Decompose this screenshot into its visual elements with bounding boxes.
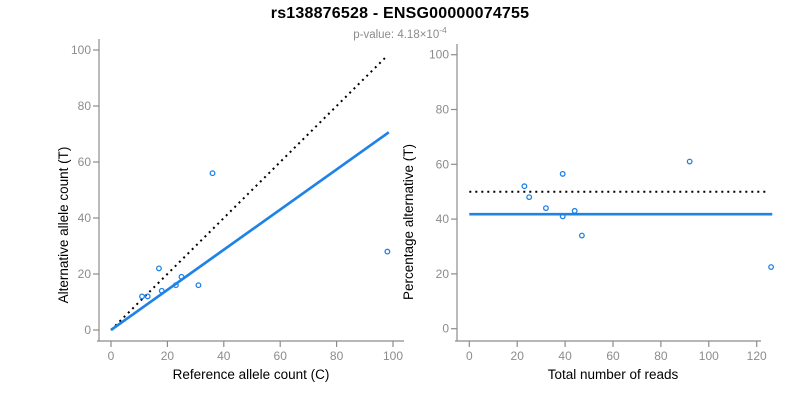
x-tick-label: 0 [466, 349, 473, 363]
data-point [686, 158, 693, 165]
chart-reads-vs-percentage: 0 20 40 60 80 100 120 0 20 40 60 80 100 Total number … [401, 44, 775, 382]
y-tick-label: 80 [436, 103, 450, 117]
y-axis-title: Alternative allele count (T) [56, 147, 71, 304]
data-point [542, 205, 549, 212]
x-tick-label: 20 [511, 349, 525, 363]
pvalue-prefix: p-value: [353, 28, 398, 41]
y-tick-label: 0 [442, 322, 449, 336]
y-tick-label: 60 [436, 157, 450, 171]
pvalue-subtitle: p-value: 4.18×10-4 [0, 25, 800, 41]
x-tick-label: 40 [217, 349, 231, 363]
y-tick-label: 20 [78, 267, 92, 281]
x-tick-label: 80 [330, 349, 344, 363]
data-point [768, 264, 775, 270]
x-axis-title: Total number of reads [548, 367, 679, 382]
x-axis-title: Reference allele count (C) [173, 367, 330, 382]
data-point [526, 194, 533, 201]
y-tick-label: 20 [436, 267, 450, 281]
figure-title: rs138876528 - ENSG00000074755 [270, 5, 530, 22]
x-tick-label: 60 [274, 349, 288, 363]
data-point [172, 282, 179, 289]
data-point [195, 282, 202, 289]
data-point [158, 287, 165, 294]
data-point [571, 207, 578, 214]
data-point [559, 170, 566, 177]
data-point [139, 293, 145, 300]
pvalue-exponent: -4 [439, 25, 447, 35]
identity-line-y-equals-x [110, 56, 387, 331]
x-tick-label: 80 [654, 349, 668, 363]
y-axis-title: Percentage alternative (T) [401, 144, 416, 300]
fitted-proportion-line [110, 131, 390, 332]
data-point [209, 170, 216, 177]
data-point [384, 248, 391, 255]
data-point [144, 293, 151, 300]
x-tick-label: 100 [699, 349, 719, 363]
data-point [178, 273, 185, 280]
data-point [155, 265, 162, 272]
x-tick-label: 0 [108, 349, 115, 363]
y-tick-label: 40 [78, 211, 92, 225]
y-tick-label: 40 [436, 212, 450, 226]
data-point [578, 232, 585, 239]
x-tick-label: 60 [606, 349, 620, 363]
chart-ref-vs-alt-counts: 0 20 40 60 80 100 0 20 40 60 80 100 Reference allele… [56, 39, 404, 382]
data-point [521, 183, 528, 190]
y-tick-label: 60 [78, 155, 92, 169]
y-tick-label: 80 [78, 99, 92, 113]
y-tick-label: 100 [71, 43, 91, 57]
x-tick-label: 100 [383, 349, 403, 363]
x-tick-label: 40 [558, 349, 572, 363]
y-tick-label: 100 [429, 48, 449, 62]
y-tick-label: 0 [84, 323, 91, 337]
x-tick-label: 120 [747, 349, 767, 363]
x-tick-label: 20 [161, 349, 175, 363]
pvalue-base: 4.18×10 [397, 28, 440, 41]
data-point [559, 213, 566, 220]
